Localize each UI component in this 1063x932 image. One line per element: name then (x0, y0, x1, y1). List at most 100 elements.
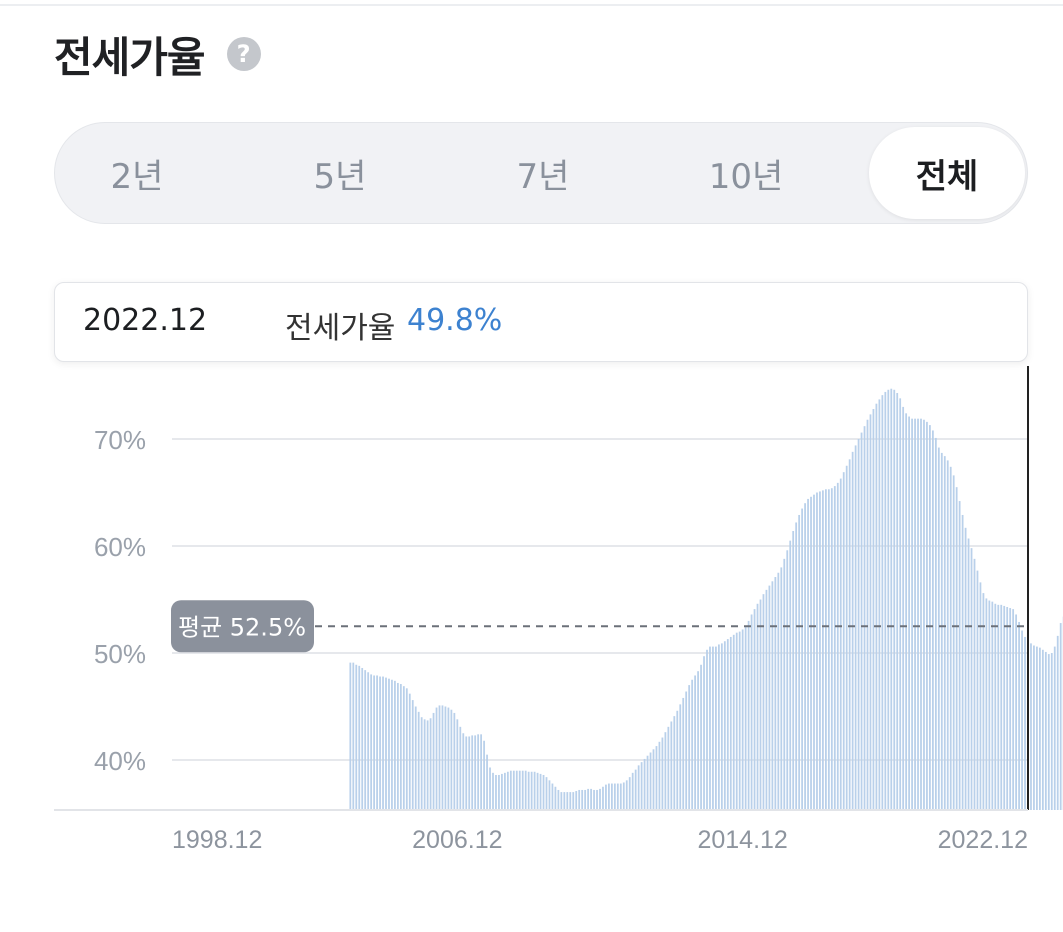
chart-bar (747, 620, 750, 810)
chart-bar (783, 558, 786, 810)
chart-bar (1036, 646, 1038, 810)
chart-bar (848, 459, 851, 810)
chart-bar (830, 488, 833, 810)
tab-10-years[interactable]: 10년 (708, 156, 784, 197)
chart-bar (1053, 646, 1056, 810)
chart-bar (792, 531, 795, 810)
chart-bar (979, 582, 982, 810)
chart-bar (459, 726, 462, 810)
selected-date: 2022.12 (83, 303, 208, 338)
chart-bar (723, 641, 726, 810)
chart-bar (548, 780, 551, 810)
chart-bar (676, 710, 679, 810)
chart-bar (673, 716, 676, 810)
chart-bar (444, 706, 447, 810)
tab-2-years[interactable]: 2년 (110, 156, 164, 197)
chart-bar (679, 704, 682, 810)
chart-bar (994, 603, 997, 810)
chart-bar (866, 419, 869, 810)
chart-bar (358, 665, 361, 810)
chart-bar (501, 773, 503, 810)
chart-bar (584, 789, 587, 810)
chart-bar (420, 717, 423, 810)
chart-bar (495, 774, 497, 810)
chart-bar (414, 706, 417, 810)
chart-bar (590, 788, 592, 810)
chart-bar (575, 791, 578, 810)
chart-bar (373, 675, 375, 810)
chart-bar (539, 773, 542, 810)
chart-bar (973, 558, 976, 810)
chart-bar (474, 735, 477, 810)
chart-bar (816, 492, 818, 810)
chart-bar (893, 389, 896, 810)
section-header: 전세가율 ? (54, 26, 261, 82)
chart-bar (926, 421, 928, 810)
chart-bar (718, 644, 720, 810)
chart-bar (1059, 623, 1062, 810)
chart-bar (887, 389, 890, 810)
jeonse-ratio-chart[interactable]: 평균 52.5% 40% 50% 60% 70% 1998.12 2006.12 2014.… (0, 360, 1063, 860)
chart-bar (426, 720, 429, 810)
chart-bar (402, 686, 405, 810)
question-circle-icon[interactable]: ? (226, 37, 261, 71)
chart-bar (664, 732, 667, 810)
chart-bar (399, 684, 402, 810)
chart-bar (970, 548, 973, 810)
chart-bar (670, 721, 673, 810)
chart-bar (569, 792, 572, 810)
chart-bar (697, 671, 699, 810)
chart-bar (554, 786, 557, 810)
chart-bar (518, 770, 521, 810)
chart-bar (625, 780, 628, 810)
chart-bar (949, 466, 952, 810)
chart-bar (774, 577, 777, 810)
chart-bar (509, 770, 512, 810)
chart-bar (1003, 605, 1006, 810)
chart-bar (492, 772, 494, 810)
chart-bar (578, 789, 581, 810)
chart-bar (753, 609, 756, 810)
tab-5-years[interactable]: 5년 (313, 156, 367, 197)
chart-bar (587, 788, 589, 810)
chart-bar (786, 550, 789, 810)
chart-bar (804, 503, 806, 810)
chart-bar (468, 736, 471, 810)
chart-bar (899, 398, 902, 810)
chart-bar (622, 782, 625, 810)
chart-bar (967, 538, 970, 810)
x-tick-label: 2014.12 (697, 826, 787, 854)
chart-bar (991, 601, 994, 810)
chart-bar (982, 593, 985, 810)
chart-bar (649, 752, 652, 810)
chart-bar (563, 792, 566, 810)
chart-bar (542, 774, 545, 810)
chart-bar (720, 643, 723, 810)
chart-bar (955, 487, 958, 810)
chart-bar (810, 496, 812, 810)
chart-bar (932, 430, 934, 810)
chart-bar (789, 540, 792, 810)
chart-bar (462, 733, 465, 810)
x-tick-label: 1998.12 (172, 826, 262, 854)
chart-bar (813, 494, 815, 810)
tab-7-years[interactable]: 7년 (516, 156, 570, 197)
chart-bar (423, 719, 426, 810)
chart-bar (908, 416, 910, 810)
chart-bar (839, 478, 842, 810)
chart-bar (940, 452, 943, 810)
tab-all[interactable]: 전체 (869, 127, 1025, 219)
chart-bar (869, 414, 872, 810)
selected-label: 전세가율 (285, 311, 396, 346)
chart-bar (917, 418, 919, 810)
chart-bar (352, 662, 355, 810)
chart-bar (768, 585, 771, 810)
x-tick-label: 2022.12 (938, 826, 1028, 854)
chart-bar (857, 439, 860, 810)
chart-bar (411, 700, 414, 810)
chart-bar (382, 676, 384, 810)
chart-bar (822, 490, 824, 810)
chart-bar (453, 712, 456, 810)
chart-bar (581, 789, 584, 810)
chart-bar (923, 419, 925, 810)
